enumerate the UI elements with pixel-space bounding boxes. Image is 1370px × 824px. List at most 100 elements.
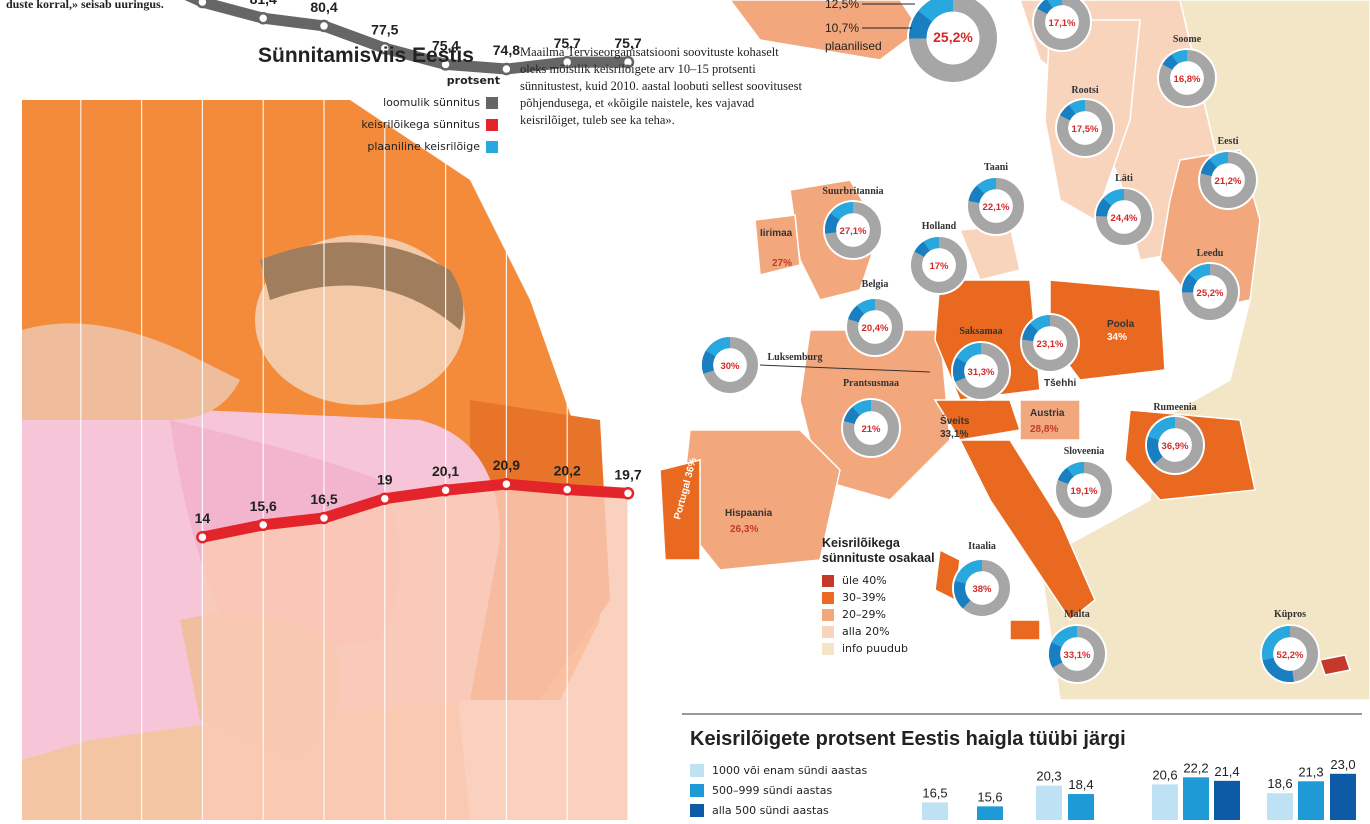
donut-callout-note: plaanilised (825, 39, 882, 53)
caesarean-value-label: 14 (195, 510, 211, 526)
donut-planned-slice (1262, 657, 1294, 682)
hospital-legend-item: 500–999 sündi aastas (690, 784, 867, 797)
hospital-bar (1330, 773, 1356, 820)
hospital-legend-swatch (690, 764, 704, 777)
hospital-bar-value-label: 21,4 (1214, 764, 1239, 779)
donut-hole (1211, 163, 1245, 197)
map-legend-item: 30–39% (822, 591, 942, 604)
donut-value-label: 17,5% (1072, 124, 1099, 135)
hospital-bar-value-label: 15,6 (977, 789, 1002, 804)
country-donuts: 25,2% 12,5% 10,7% plaanilised 17,1% 16,8% Soom… (700, 0, 1320, 684)
land-italy (958, 439, 1096, 622)
hospital-bar (1036, 785, 1062, 820)
caesarean-value-label: 20,1 (432, 463, 459, 479)
donut-value-label: 24,4% (1111, 213, 1138, 224)
hospital-legend-label: 500–999 sündi aastas (712, 784, 833, 797)
method-line-chart: 92,389,387,183,581,480,477,575,474,875,7… (19, 0, 642, 820)
donut-planned-slice (1182, 273, 1198, 293)
donut-country-name: Küpros (1274, 609, 1306, 620)
caesarean-value-label: 19,7 (614, 466, 641, 482)
land-iberia (679, 429, 841, 571)
donut-hole (1107, 200, 1141, 234)
donut-planned-slice (825, 213, 840, 234)
hospital-bar (1152, 784, 1178, 820)
donut-hole (1033, 326, 1067, 360)
caesarean-point (196, 530, 209, 544)
donut-hole (1068, 111, 1102, 145)
natural-birth-point (500, 62, 513, 76)
natural-birth-value-label: 80,4 (310, 0, 337, 15)
donut-hole (1170, 61, 1204, 95)
natural-birth-point (317, 19, 331, 33)
legend-planned-label: plaaniline keisrilõige (367, 140, 480, 153)
legend-natural-swatch (486, 96, 498, 109)
top-caption: duste korral,» seisab uuringus. (6, 0, 164, 11)
donut-country-name: Sloveenia (1064, 446, 1105, 457)
natural-birth-point (256, 11, 270, 25)
donut-hole (1158, 428, 1192, 462)
donut-planned-slice (1060, 104, 1076, 121)
hospital-bar-value-label: 18,4 (1068, 777, 1093, 792)
map-legend-swatch (822, 591, 834, 604)
map-region-label: Poola (1107, 319, 1135, 330)
donut-value-label: 22,1% (983, 202, 1010, 213)
map-legend-item: üle 40% (822, 574, 942, 587)
method-chart-title: Sünnitamisviis Eestis (258, 44, 474, 67)
donut-planned-slice (843, 407, 861, 425)
luxembourg-leader-line (759, 364, 931, 373)
donut-planned-slice (702, 350, 716, 374)
legend-caesarean: keisrilõikega sünnitus (300, 118, 498, 131)
map-region-label: 27% (772, 258, 792, 269)
hospital-legend-label: 1000 või enam sündi aastas (712, 764, 868, 777)
hospital-bar-value-label: 23,0 (1330, 757, 1355, 772)
map-legend-swatch (822, 574, 834, 587)
legend-planned: plaaniline keisrilõige (300, 140, 498, 153)
donut-value-label: 17,1% (1049, 18, 1076, 29)
map-legend-swatch (822, 642, 834, 655)
donut-country-name: Läti (1115, 173, 1133, 184)
donut-planned-slice (968, 185, 985, 204)
natural-birth-value-label: 81,4 (250, 0, 277, 7)
natural-birth-value-label: 75,7 (554, 35, 581, 51)
donut-planned-slice (1096, 198, 1112, 217)
natural-birth-value-label: 75,7 (614, 35, 641, 51)
map-region-label: 26,3% (730, 524, 758, 535)
natural-birth-value-label: 75,4 (432, 37, 459, 53)
adult-hand-top (22, 323, 240, 420)
donut-value-label: 23,1% (1037, 339, 1064, 350)
legend-caesarean-label: keisrilõikega sünnitus (361, 118, 480, 131)
hospital-chart-title: Keisrilõigete protsent Eestis haigla tüü… (690, 728, 1126, 750)
donut-value-label: 16,8% (1174, 74, 1201, 85)
donut-value-label: 52,2% (1277, 650, 1304, 661)
hospital-bar (1214, 780, 1240, 820)
donut-hole (858, 310, 892, 344)
caesarean-area (202, 484, 628, 820)
caesarean-value-label: 19 (377, 472, 393, 488)
caesarean-value-label: 20,9 (493, 457, 520, 473)
map-legend-title: Keisrilõikega sünnituste osakaal (822, 536, 935, 565)
map-region-label: Tšehhi (1044, 378, 1076, 389)
map-legend-label: 20–29% (842, 608, 886, 621)
natural-birth-point (378, 42, 392, 55)
hospital-legend-label: alla 500 sündi aastas (712, 804, 829, 817)
donut-planned-slice (954, 580, 971, 609)
donut-planned-slice (1057, 467, 1074, 485)
hospital-bar-chart: 16,5 20,3 20,6 18,6 15,6 18,4 22,2 21,3 21,4 23,0 (682, 713, 1362, 820)
donut-value-label: 30% (720, 361, 740, 372)
map-legend-label: alla 20% (842, 625, 890, 638)
donut-country-name: Rootsi (1071, 85, 1098, 96)
donut-country-name: Prantsusmaa (843, 378, 899, 389)
donut-country-name: Eesti (1217, 136, 1238, 147)
hospital-bar-value-label: 20,3 (1036, 769, 1061, 784)
donut-planned-slice (1162, 54, 1179, 70)
map-region-label: 34% (1107, 332, 1127, 343)
map-region-label: Šveits (940, 414, 970, 427)
donut-value-label: 20,4% (862, 323, 889, 334)
caesarean-point (378, 492, 392, 505)
natural-birth-value-label: 77,5 (371, 21, 398, 37)
donut-hole (964, 354, 998, 388)
caesarean-line (196, 478, 634, 543)
legend-natural-label: loomulik sünnitus (383, 96, 480, 109)
donut-value-label: 38% (972, 584, 992, 595)
donut-callout-label: 12,5% (825, 0, 859, 11)
